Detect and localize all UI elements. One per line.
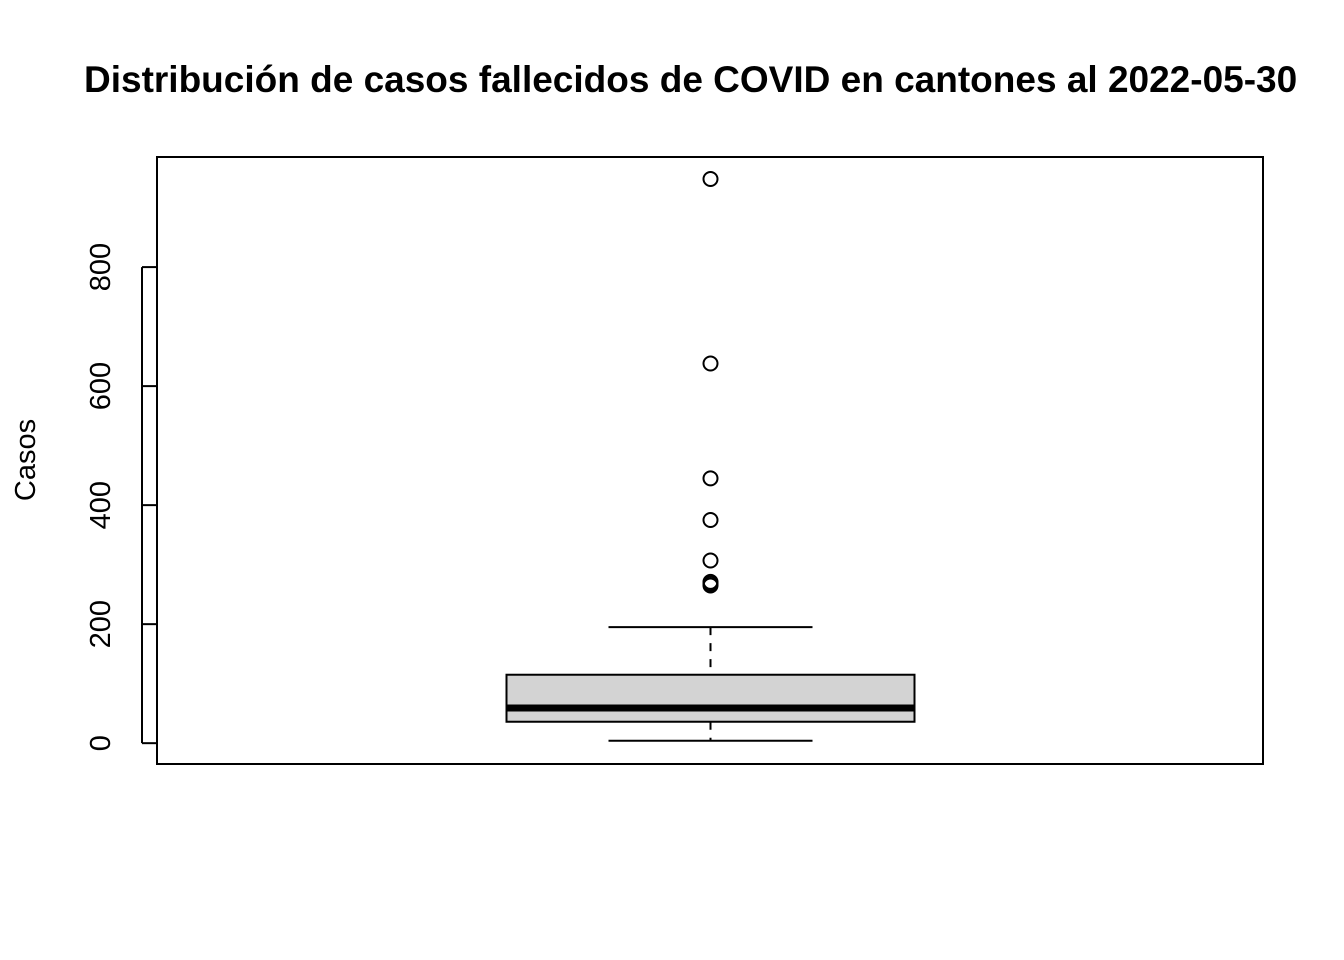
plot-frame [156, 156, 1264, 765]
outlier-point [702, 171, 719, 188]
chart-title: Distribución de casos fallecidos de COVI… [84, 59, 1297, 100]
outlier-point [702, 470, 719, 487]
outliers [702, 171, 719, 594]
interquartile-box [505, 673, 916, 723]
y-tick-label: 200 [85, 600, 117, 648]
outlier-point [702, 577, 719, 594]
box-group [505, 626, 916, 742]
y-tick-label: 400 [85, 481, 117, 529]
outlier-point [702, 355, 719, 372]
y-tick-label: 600 [85, 362, 117, 410]
outlier-point [702, 552, 719, 569]
y-tick-label: 800 [85, 243, 117, 291]
y-axis: 0 200 400 600 800 [85, 243, 157, 751]
y-axis-label: Casos [10, 419, 42, 501]
y-tick-label: 0 [85, 735, 117, 751]
outlier-point [702, 512, 719, 529]
